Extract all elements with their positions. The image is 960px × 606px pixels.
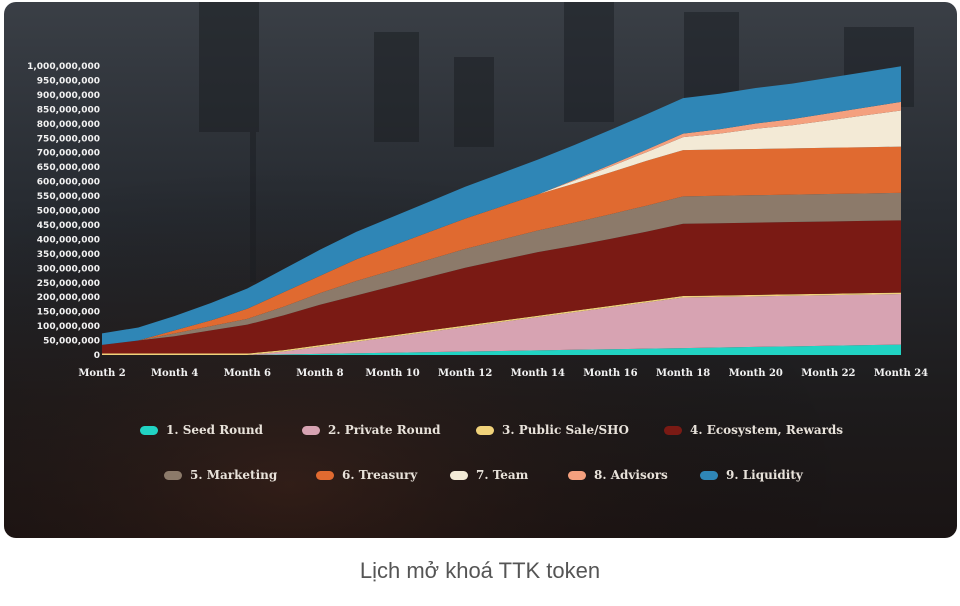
y-tick-label: 50,000,000 [43,337,100,347]
legend-label: 7. Team [476,468,529,482]
y-tick-label: 600,000,000 [37,178,100,188]
y-tick-label: 150,000,000 [37,308,100,318]
legend-item: 2. Private Round [302,423,441,437]
y-tick-label: 750,000,000 [37,134,100,144]
chart-caption: Lịch mở khoá TTK token [359,558,601,583]
y-tick-label: 400,000,000 [37,235,100,245]
area-series-9 [102,66,901,345]
chart-card: 0 50,000,000 100,000,000 150,000,000 200,000… [4,2,957,538]
y-tick-label: 200,000,000 [37,293,100,303]
legend-item: 1. Seed Round [140,423,263,437]
y-tick-label: 250,000,000 [37,279,100,289]
x-tick-label: Month 10 [365,368,419,379]
legend-item: 3. Public Sale/SHO [476,423,629,437]
y-tick-label: 350,000,000 [37,250,100,260]
legend-swatch [476,425,494,435]
x-tick-label: Month 2 [78,368,125,379]
y-axis: 0 50,000,000 100,000,000 150,000,000 200,000… [27,62,100,361]
x-tick-label: Month 8 [296,368,343,379]
area-series-6 [102,146,901,345]
y-tick-label: 1,000,000,000 [27,62,100,72]
legend-swatch [302,425,320,435]
legend-label: 3. Public Sale/SHO [502,423,629,437]
legend-swatch [700,470,718,480]
y-tick-label: 100,000,000 [37,322,100,332]
legend-label: 2. Private Round [328,423,441,437]
area-series-5 [102,192,901,345]
legend-item: 6. Treasury [316,468,417,482]
legend-swatch [568,470,586,480]
x-tick-label: Month 14 [511,368,565,379]
x-tick-label: Month 12 [438,368,492,379]
series-areas [102,66,901,355]
x-tick-label: Month 24 [874,368,928,379]
y-tick-label: 900,000,000 [37,91,100,101]
x-tick-label: Month 6 [224,368,271,379]
legend-item: 8. Advisors [568,468,668,482]
area-series-1 [102,344,901,355]
legend-swatch [450,470,468,480]
y-tick-label: 0 [94,351,100,361]
y-tick-label: 650,000,000 [37,163,100,173]
legend-label: 9. Liquidity [726,468,803,482]
legend-label: 1. Seed Round [166,423,264,437]
y-tick-label: 450,000,000 [37,221,100,231]
x-tick-label: Month 18 [656,368,710,379]
area-series-7 [102,110,901,345]
x-axis: Month 2 Month 4 Month 6 Month 8 Month 10 Mont… [78,368,928,379]
x-tick-label: Month 16 [583,368,637,379]
legend-label: 8. Advisors [594,468,668,482]
legend-label: 5. Marketing [190,468,278,482]
legend-swatch [164,470,182,480]
y-tick-label: 700,000,000 [37,149,100,159]
legend-item: 4. Ecosystem, Rewards [664,423,843,437]
y-tick-label: 800,000,000 [37,120,100,130]
legend-swatch [140,425,158,435]
y-tick-label: 550,000,000 [37,192,100,202]
legend-item: 9. Liquidity [700,468,803,482]
x-tick-label: Month 22 [801,368,855,379]
x-tick-label: Month 20 [729,368,783,379]
area-series-2 [102,294,901,355]
legend-label: 6. Treasury [342,468,418,482]
legend-label: 4. Ecosystem, Rewards [690,423,844,437]
y-tick-label: 950,000,000 [37,76,100,86]
legend-item: 5. Marketing [164,468,277,482]
y-tick-label: 850,000,000 [37,105,100,115]
legend-swatch [664,425,682,435]
legend-item: 7. Team [450,468,528,482]
y-tick-label: 300,000,000 [37,264,100,274]
x-tick-label: Month 4 [151,368,198,379]
legend-swatch [316,470,334,480]
y-tick-label: 500,000,000 [37,207,100,217]
stacked-area-chart: 0 50,000,000 100,000,000 150,000,000 200,000… [4,2,957,538]
area-series-4 [102,220,901,354]
